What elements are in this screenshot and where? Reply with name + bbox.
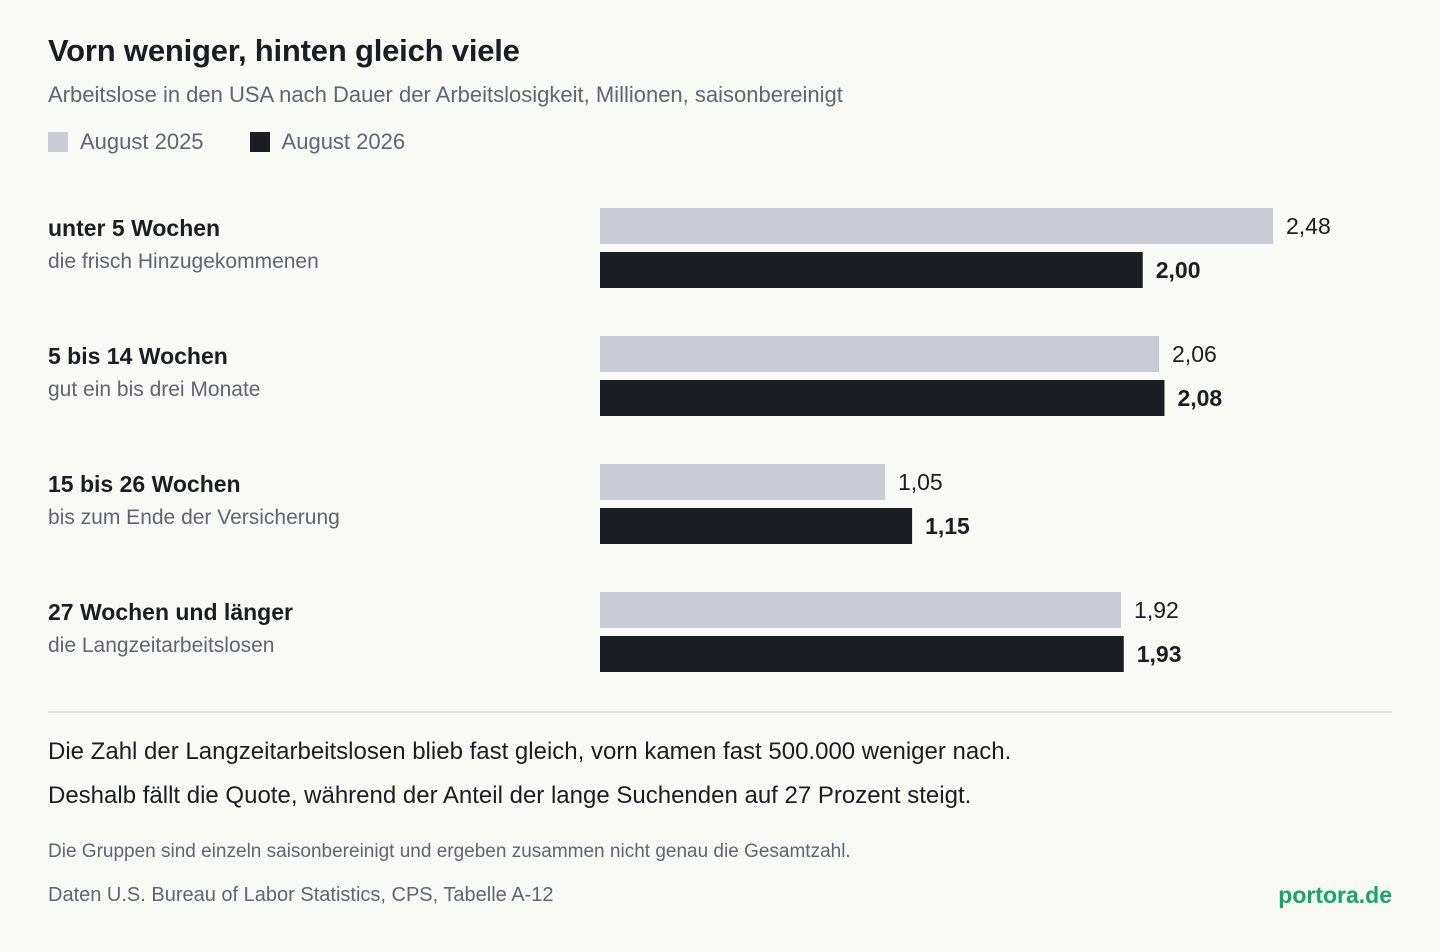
methodology-note: Die Gruppen sind einzeln saisonbereinigt… (48, 841, 851, 862)
category-note-27-wochen-und-laenger: die Langzeitarbeitslosen (48, 634, 275, 657)
bar-chart: unter 5 Wochen die frisch Hinzugekommenen… (48, 208, 1331, 672)
value-label-5-bis-14-wochen-current: 2,08 (1177, 385, 1222, 411)
bar-5-bis-14-wochen-previous (600, 336, 1160, 372)
legend-swatch-current (249, 132, 270, 152)
value-label-27-wochen-und-laenger-previous: 1,92 (1134, 597, 1179, 623)
legend-label-previous: August 2025 (80, 129, 204, 154)
takeaway-line-2: Deshalb fällt die Quote, während der Ant… (48, 782, 972, 809)
bar-5-bis-14-wochen-current (600, 380, 1165, 416)
category-note-unter-5-wochen: die frisch Hinzugekommenen (48, 250, 319, 273)
chart-subtitle: Arbeitslose in den USA nach Dauer der Ar… (48, 82, 843, 107)
value-label-5-bis-14-wochen-previous: 2,06 (1172, 341, 1217, 367)
legend: August 2025 August 2026 (48, 129, 451, 155)
value-label-27-wochen-und-laenger-current: 1,93 (1137, 641, 1182, 667)
bar-unter-5-wochen-current (600, 252, 1143, 288)
category-note-5-bis-14-wochen: gut ein bis drei Monate (48, 378, 260, 401)
category-note-15-bis-26-wochen: bis zum Ende der Versicherung (48, 506, 340, 529)
category-label-5-bis-14-wochen: 5 bis 14 Wochen (48, 343, 228, 369)
bar-unter-5-wochen-previous (600, 208, 1273, 244)
data-source: Daten U.S. Bureau of Labor Statistics, C… (48, 884, 554, 906)
legend-label-current: August 2026 (281, 129, 406, 154)
value-label-unter-5-wochen-current: 2,00 (1156, 257, 1201, 283)
value-label-unter-5-wochen-previous: 2,48 (1286, 213, 1331, 239)
chart-title: Vorn weniger, hinten gleich viele (48, 33, 520, 68)
brand-link[interactable]: portora.de (1278, 882, 1392, 908)
bar-27-wochen-und-laenger-current (600, 636, 1124, 672)
legend-item-current: August 2026 (249, 129, 406, 155)
category-label-27-wochen-und-laenger: 27 Wochen und länger (48, 599, 293, 625)
bar-27-wochen-und-laenger-previous (600, 592, 1122, 628)
divider (48, 711, 1392, 713)
value-label-15-bis-26-wochen-previous: 1,05 (898, 469, 943, 495)
takeaway-line-1: Die Zahl der Langzeitarbeitslosen blieb … (48, 738, 1012, 765)
bar-15-bis-26-wochen-previous (600, 464, 885, 500)
legend-item-previous: August 2025 (48, 129, 204, 155)
category-label-15-bis-26-wochen: 15 bis 26 Wochen (48, 471, 241, 497)
category-label-unter-5-wochen: unter 5 Wochen (48, 215, 220, 241)
value-label-15-bis-26-wochen-current: 1,15 (925, 513, 970, 539)
legend-swatch-previous (48, 132, 68, 152)
bar-15-bis-26-wochen-current (600, 508, 913, 544)
